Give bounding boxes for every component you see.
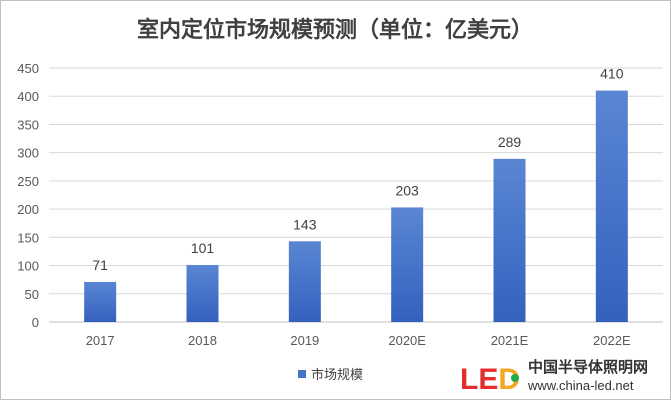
y-tick-label: 50 bbox=[25, 287, 39, 302]
data-label-2018: 101 bbox=[191, 240, 215, 256]
data-label-2022E: 410 bbox=[600, 66, 624, 82]
y-tick-label: 0 bbox=[32, 315, 39, 330]
watermark-site-name: 中国半导体照明网 bbox=[528, 358, 648, 376]
y-tick-label: 350 bbox=[17, 117, 39, 132]
x-tick-label: 2020E bbox=[388, 333, 426, 348]
y-axis-tick-labels: 0 50 100 150 200 250 300 350 400 450 bbox=[17, 61, 39, 330]
x-axis-tick-labels: 2017 2018 2019 2020E 2021E 2022E bbox=[86, 333, 631, 348]
data-label-2020E: 203 bbox=[395, 182, 419, 198]
bar-2017 bbox=[84, 281, 117, 322]
y-tick-label: 250 bbox=[17, 174, 39, 189]
bar-2021E bbox=[493, 158, 526, 322]
y-tick-label: 150 bbox=[17, 230, 39, 245]
data-label-2021E: 289 bbox=[498, 134, 522, 150]
y-tick-label: 450 bbox=[17, 61, 39, 76]
bar-2022E bbox=[595, 90, 628, 322]
watermark-url: www.china-led.net bbox=[527, 378, 634, 393]
legend-label: 市场规模 bbox=[311, 367, 363, 383]
data-labels: 71 101 143 203 289 410 bbox=[92, 66, 623, 273]
watermark: LED 中国半导体照明网 www.china-led.net bbox=[460, 358, 648, 396]
led-logo: LED bbox=[460, 363, 520, 396]
x-tick-label: 2017 bbox=[86, 333, 115, 348]
y-tick-label: 400 bbox=[17, 89, 39, 104]
bars bbox=[84, 90, 628, 322]
bar-2018 bbox=[186, 264, 219, 322]
bar-2019 bbox=[288, 241, 321, 322]
x-tick-label: 2021E bbox=[491, 333, 529, 348]
legend[interactable]: 市场规模 bbox=[298, 367, 363, 383]
chart-title: 室内定位市场规模预测（单位：亿美元） bbox=[137, 17, 533, 43]
legend-swatch bbox=[298, 370, 306, 378]
x-tick-label: 2019 bbox=[290, 333, 319, 348]
y-tick-label: 300 bbox=[17, 146, 39, 161]
y-tick-label: 200 bbox=[17, 202, 39, 217]
x-tick-label: 2022E bbox=[593, 333, 631, 348]
gridlines bbox=[49, 67, 663, 323]
data-label-2019: 143 bbox=[293, 216, 317, 232]
bar-2020E bbox=[391, 207, 424, 322]
logo-dot-icon bbox=[511, 374, 519, 382]
x-tick-label: 2018 bbox=[188, 333, 217, 348]
y-tick-label: 100 bbox=[17, 259, 39, 274]
led-logo-text: LED bbox=[460, 363, 520, 396]
data-label-2017: 71 bbox=[92, 257, 108, 273]
